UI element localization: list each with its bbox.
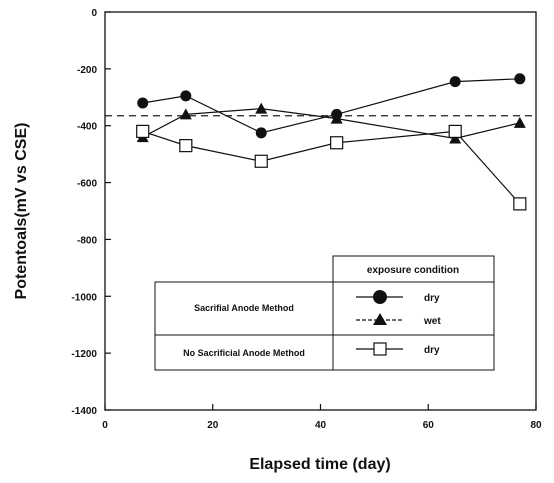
legend: exposure condition Sacrifial Anode Metho… [154,255,495,371]
y-tick-label: -600 [77,179,97,190]
data-point-triangle [255,102,268,114]
data-point-circle [180,90,192,102]
legend-group-sacrificial: Sacrifial Anode Method [194,303,294,313]
y-tick-label: -1400 [71,406,97,417]
legend-marker-triangle [373,313,387,325]
x-tick-label: 60 [423,420,435,431]
y-tick-label: -1000 [71,292,97,303]
data-point-triangle [330,112,343,124]
x-tick-label: 0 [102,420,108,431]
legend-marker-open-square [373,342,387,356]
y-tick-label: 0 [91,8,97,19]
x-tick-label: 40 [315,420,327,431]
y-tick-label: -800 [77,235,97,246]
data-point-circle [449,76,461,88]
x-axis-title: Elapsed time (day) [249,456,390,473]
data-point-circle [514,73,526,85]
data-point-open-square [513,197,527,211]
legend-label-dry-sacrificial: dry [424,293,440,304]
data-point-triangle [449,132,462,144]
x-tick-label: 80 [530,420,542,431]
x-tick-label: 20 [207,420,219,431]
series-line-circle [142,78,520,134]
data-point-triangle [179,108,192,120]
y-axis-title: Potentoals(mV vs CSE) [13,123,30,300]
series-line-triangle [142,108,520,140]
legend-marker-circle [373,290,387,304]
legend-label-dry-no-sacrificial: dry [424,345,440,356]
y-tick-label: -200 [77,65,97,76]
data-point-circle [137,97,149,109]
data-point-open-square [254,154,268,168]
y-tick-label: -400 [77,122,97,133]
data-point-triangle [513,116,526,128]
data-point-open-square [136,124,150,139]
series-line-open-square [142,130,521,205]
legend-title: exposure condition [367,265,459,276]
y-tick-label: -1200 [71,349,97,360]
data-point-open-square [330,136,344,150]
legend-label-wet: wet [423,316,441,327]
legend-group-no-sacrificial: No Sacrificial Anode Method [183,348,305,358]
data-point-circle [255,127,267,139]
legend-body-box [154,281,495,371]
data-point-open-square [179,139,193,153]
data-point-open-square [448,124,462,139]
